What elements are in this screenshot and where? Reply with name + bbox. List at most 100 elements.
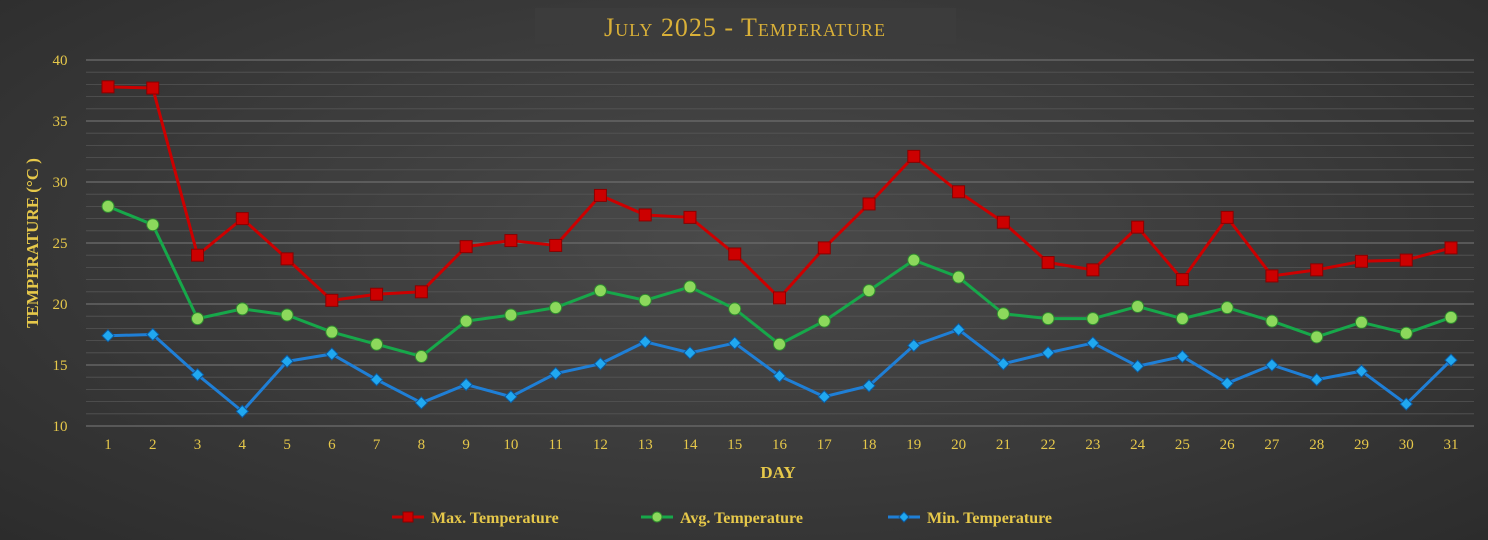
data-point-max-temperature xyxy=(638,208,652,222)
x-tick-label: 23 xyxy=(1085,437,1100,453)
data-point-max-temperature xyxy=(862,197,876,211)
x-tick-label: 3 xyxy=(194,437,202,453)
data-point-max-temperature xyxy=(101,80,115,94)
data-point-min-temperature xyxy=(280,354,294,369)
data-point-min-temperature xyxy=(325,347,339,361)
data-point-avg-temperature xyxy=(146,218,160,232)
x-axis-label: DAY xyxy=(760,463,795,482)
x-tick-label: 2 xyxy=(149,437,157,453)
x-tick-label: 31 xyxy=(1444,437,1459,453)
data-point-max-temperature xyxy=(952,185,966,199)
x-tick-label: 24 xyxy=(1130,437,1146,453)
data-point-avg-temperature xyxy=(862,284,876,298)
data-point-max-temperature xyxy=(1444,241,1458,255)
x-tick-label: 20 xyxy=(951,437,966,453)
y-axis-ticks: 10 15 20 25 30 35 40 xyxy=(53,53,68,435)
data-point-avg-temperature xyxy=(1444,310,1458,324)
data-point-max-temperature xyxy=(1310,263,1324,277)
data-point-avg-temperature xyxy=(907,253,921,267)
series-max-temperature xyxy=(101,80,1458,307)
data-point-min-temperature xyxy=(1175,349,1190,364)
data-point-max-temperature xyxy=(1086,263,1100,277)
data-point-avg-temperature xyxy=(549,301,563,315)
data-point-min-temperature xyxy=(817,390,831,404)
legend-marker xyxy=(898,511,910,523)
data-point-avg-temperature xyxy=(996,307,1010,321)
x-tick-label: 10 xyxy=(503,437,518,453)
data-point-avg-temperature xyxy=(1399,326,1413,340)
y-tick-label: 30 xyxy=(53,175,68,191)
x-tick-label: 21 xyxy=(996,437,1011,453)
legend-marker xyxy=(651,511,663,523)
data-point-min-temperature xyxy=(907,338,921,353)
data-point-min-temperature xyxy=(1309,372,1324,387)
x-axis-ticks: 1 2 3 4 5 6 7 8 9 10 11 12 13 14 15 16 17 18 19 20 21 22 23 24 2… xyxy=(104,437,1458,453)
data-point-min-temperature xyxy=(235,404,250,419)
data-point-avg-temperature xyxy=(593,284,607,298)
data-point-avg-temperature xyxy=(370,337,384,351)
data-point-max-temperature xyxy=(370,287,384,301)
series-layer xyxy=(101,80,1458,419)
data-point-avg-temperature xyxy=(504,308,518,322)
data-point-max-temperature xyxy=(773,291,786,305)
x-tick-label: 13 xyxy=(638,437,653,453)
data-point-max-temperature xyxy=(593,188,607,202)
legend-label: Min. Temperature xyxy=(927,510,1052,527)
legend-label: Avg. Temperature xyxy=(680,510,803,527)
data-point-min-temperature xyxy=(101,329,115,343)
data-point-max-temperature xyxy=(907,149,921,163)
data-point-avg-temperature xyxy=(638,293,652,307)
data-point-max-temperature xyxy=(191,248,205,262)
data-point-min-temperature xyxy=(728,336,742,350)
x-tick-label: 5 xyxy=(283,437,291,453)
data-point-avg-temperature xyxy=(191,312,205,326)
data-point-max-temperature xyxy=(504,234,518,248)
x-tick-label: 25 xyxy=(1175,437,1190,453)
data-point-avg-temperature xyxy=(459,314,473,328)
data-point-avg-temperature xyxy=(1175,312,1189,326)
x-tick-label: 18 xyxy=(862,437,877,453)
data-point-avg-temperature xyxy=(773,337,786,351)
data-point-max-temperature xyxy=(1220,210,1234,224)
legend-item-avg-temperature: Avg. Temperature xyxy=(641,510,803,527)
data-point-min-temperature xyxy=(1354,364,1369,378)
data-point-avg-temperature xyxy=(325,325,339,339)
data-point-avg-temperature xyxy=(280,308,294,322)
data-point-avg-temperature xyxy=(1354,315,1368,329)
data-point-min-temperature xyxy=(548,366,563,381)
y-tick-label: 35 xyxy=(53,114,68,130)
series-min-temperature xyxy=(101,322,1458,419)
x-tick-label: 29 xyxy=(1354,437,1369,453)
x-tick-label: 7 xyxy=(373,437,381,453)
x-tick-label: 22 xyxy=(1041,437,1056,453)
y-tick-label: 20 xyxy=(53,297,68,313)
series-avg-temperature xyxy=(101,199,1458,363)
data-point-min-temperature xyxy=(638,335,652,349)
data-point-min-temperature xyxy=(1399,397,1413,411)
data-point-avg-temperature xyxy=(1265,314,1279,328)
data-point-min-temperature xyxy=(146,327,160,342)
data-point-min-temperature xyxy=(1444,353,1458,367)
data-point-max-temperature xyxy=(1175,273,1189,287)
data-point-max-temperature xyxy=(325,293,339,307)
data-point-min-temperature xyxy=(862,379,876,393)
x-tick-label: 30 xyxy=(1399,437,1414,453)
data-point-max-temperature xyxy=(1265,269,1279,283)
data-point-avg-temperature xyxy=(1310,330,1324,344)
legend-item-max-temperature: Max. Temperature xyxy=(392,510,559,527)
x-tick-label: 27 xyxy=(1264,437,1280,453)
data-point-max-temperature xyxy=(235,212,249,226)
x-tick-label: 17 xyxy=(817,437,833,453)
x-tick-label: 19 xyxy=(906,437,921,453)
data-point-min-temperature xyxy=(683,346,697,360)
data-point-min-temperature xyxy=(951,322,966,337)
data-point-max-temperature xyxy=(146,81,160,95)
data-point-avg-temperature xyxy=(1086,312,1100,326)
y-tick-label: 10 xyxy=(53,419,68,435)
x-tick-label: 4 xyxy=(239,437,247,453)
data-point-min-temperature xyxy=(1041,346,1055,360)
x-tick-label: 11 xyxy=(548,437,562,453)
data-point-max-temperature xyxy=(1399,253,1413,267)
data-point-max-temperature xyxy=(683,210,697,224)
chart-title-background xyxy=(535,8,956,44)
